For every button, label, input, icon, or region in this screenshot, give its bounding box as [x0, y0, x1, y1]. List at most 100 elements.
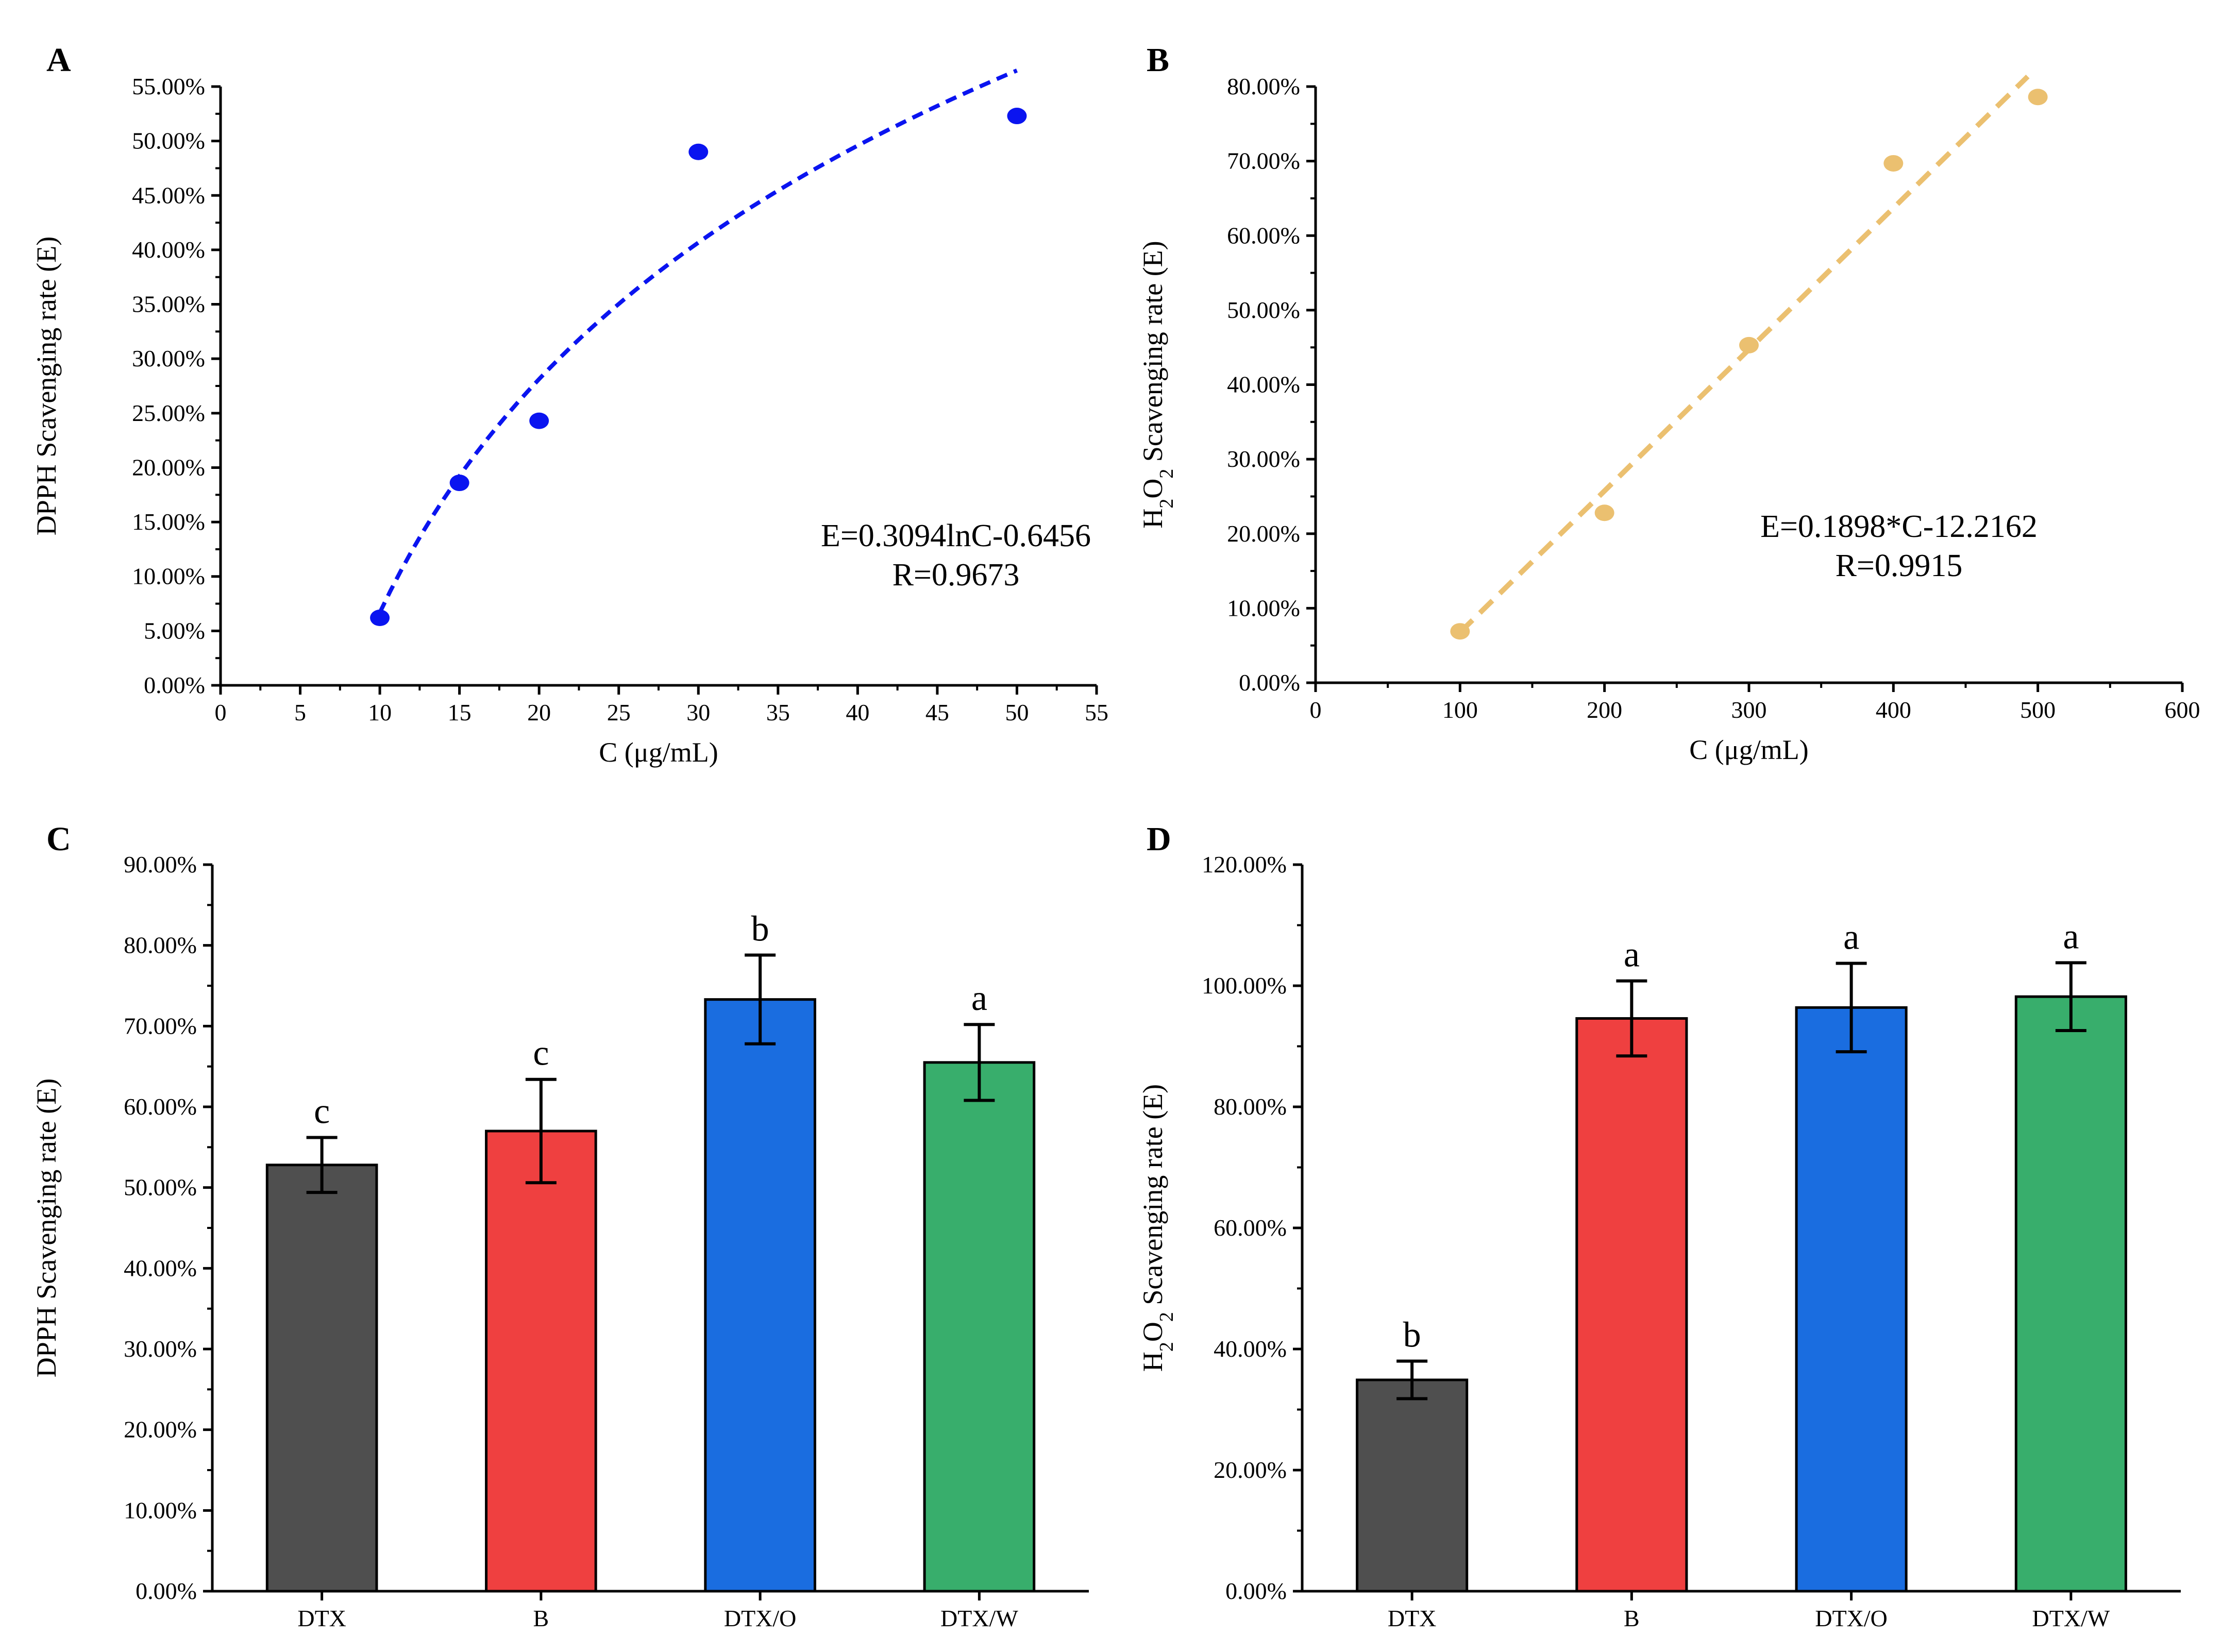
y-axis-label: DPPH Scavenging rate (E): [31, 1078, 62, 1377]
y-tick-label: 25.00%: [132, 400, 205, 426]
y-tick-label: 100.00%: [1202, 972, 1287, 999]
data-point: [449, 475, 469, 492]
data-point: [370, 610, 390, 627]
y-tick-label: 40.00%: [132, 237, 205, 263]
x-tick-label: 25: [607, 699, 631, 726]
panel-letter: B: [1147, 41, 1169, 79]
y-tick-label: 0.00%: [1239, 669, 1300, 696]
y-tick-label: 10.00%: [124, 1497, 197, 1523]
y-tick-label: 60.00%: [124, 1093, 197, 1120]
x-tick-label: 400: [1876, 697, 1911, 723]
y-tick-label: 10.00%: [132, 563, 205, 589]
bar: [1356, 1378, 1469, 1593]
y-tick-label: 90.00%: [124, 851, 197, 878]
y-tick-label: 20.00%: [1227, 520, 1300, 547]
y-tick-label: 0.00%: [136, 1578, 197, 1604]
y-tick-label: 35.00%: [132, 291, 205, 317]
bar: [485, 1130, 597, 1593]
panel-d: D 0.00% 20.00% 40.00% 60.00% 80.00% 100.00% 120…: [1137, 820, 2181, 1631]
significance-letter: c: [314, 1092, 330, 1132]
y-tick-label: 0.00%: [1225, 1578, 1287, 1604]
y-tick-label: 45.00%: [132, 182, 205, 208]
bar: [265, 1164, 378, 1593]
panel-c: C 0.00% 10.00% 20.00% 30.00% 40.00% 50.00% 60.0…: [31, 820, 1089, 1631]
equation-annotation: R=0.9673: [893, 558, 1020, 593]
x-category-label: B: [533, 1605, 549, 1631]
y-tick-label: 40.00%: [1227, 372, 1300, 398]
data-point: [1007, 108, 1027, 125]
x-axis-label: C (μg/mL): [599, 737, 718, 768]
panel-letter: A: [46, 41, 71, 79]
x-tick-label: 0: [1310, 697, 1322, 723]
x-tick-label: 600: [2165, 697, 2200, 723]
significance-letter: c: [533, 1034, 549, 1073]
fit-line: [1458, 74, 2030, 634]
significance-letter: a: [971, 979, 987, 1018]
data-point: [1739, 336, 1759, 353]
significance-letter: a: [1843, 918, 1859, 957]
x-tick-label: 0: [215, 699, 227, 726]
y-tick-label: 50.00%: [124, 1174, 197, 1201]
y-tick-label: 60.00%: [1227, 222, 1300, 248]
y-tick-label: 0.00%: [144, 672, 205, 698]
y-tick-label: 15.00%: [132, 509, 205, 535]
x-category-label: B: [1624, 1605, 1640, 1631]
x-tick-label: 100: [1442, 697, 1478, 723]
bar: [1575, 1017, 1688, 1593]
x-tick-label: 5: [294, 699, 306, 726]
y-tick-label: 70.00%: [124, 1013, 197, 1039]
y-tick-label: 50.00%: [1227, 297, 1300, 323]
y-tick-label: 40.00%: [1214, 1336, 1287, 1362]
y-axis-label: H2O2 Scavenging rate (E): [1137, 1084, 1177, 1372]
data-point: [2028, 89, 2048, 106]
y-tick-label: 5.00%: [144, 617, 205, 644]
y-tick-label: 120.00%: [1202, 851, 1287, 878]
x-tick-label: 30: [686, 699, 710, 726]
data-point: [529, 412, 549, 429]
data-point: [1594, 504, 1614, 521]
x-tick-label: 40: [846, 699, 869, 726]
x-tick-label: 50: [1005, 699, 1029, 726]
bar: [704, 998, 816, 1593]
x-category-label: DTX: [297, 1605, 346, 1631]
panel-letter: D: [1147, 820, 1171, 858]
y-tick-label: 50.00%: [132, 128, 205, 154]
x-category-label: DTX/O: [1815, 1605, 1888, 1631]
x-tick-label: 20: [527, 699, 551, 726]
y-tick-label: 30.00%: [1227, 446, 1300, 472]
bar: [923, 1061, 1036, 1593]
panel-b: B 0.00% 10.00% 20.00% 30.00% 40.00% 50.00% 60.0…: [1137, 41, 2200, 765]
x-category-label: DTX/O: [724, 1605, 797, 1631]
significance-letter: a: [2063, 917, 2079, 956]
y-tick-label: 80.00%: [124, 932, 197, 958]
y-tick-label: 30.00%: [124, 1336, 197, 1362]
x-tick-label: 10: [368, 699, 392, 726]
x-tick-label: 300: [1731, 697, 1767, 723]
y-tick-label: 20.00%: [1214, 1457, 1287, 1483]
data-point: [1450, 623, 1470, 640]
x-tick-label: 15: [448, 699, 472, 726]
x-tick-label: 35: [766, 699, 790, 726]
equation-annotation: E=0.1898*C-12.2162: [1760, 509, 2038, 544]
x-category-label: DTX/W: [2032, 1605, 2110, 1631]
x-tick-label: 500: [2020, 697, 2056, 723]
x-category-label: DTX/W: [940, 1605, 1018, 1631]
y-tick-label: 20.00%: [132, 454, 205, 480]
y-tick-label: 40.00%: [124, 1255, 197, 1281]
data-point: [688, 143, 709, 160]
x-tick-label: 45: [925, 699, 949, 726]
bar: [2014, 995, 2127, 1593]
panel-a: A 0.00% 5.00% 10.00% 15.00% 20.00% 25.00% 30.00…: [31, 41, 1108, 768]
significance-letter: b: [751, 909, 769, 949]
equation-annotation: E=0.3094lnC-0.6456: [821, 518, 1091, 553]
y-axis-label: H2O2 Scavenging rate (E): [1137, 241, 1177, 528]
x-tick-label: 200: [1587, 697, 1622, 723]
x-category-label: DTX: [1388, 1605, 1437, 1631]
y-tick-label: 55.00%: [132, 73, 205, 99]
x-axis-label: C (μg/mL): [1689, 734, 1808, 765]
y-tick-label: 20.00%: [124, 1417, 197, 1443]
y-tick-label: 70.00%: [1227, 148, 1300, 174]
data-point: [1883, 155, 1904, 172]
y-tick-label: 10.00%: [1227, 595, 1300, 621]
